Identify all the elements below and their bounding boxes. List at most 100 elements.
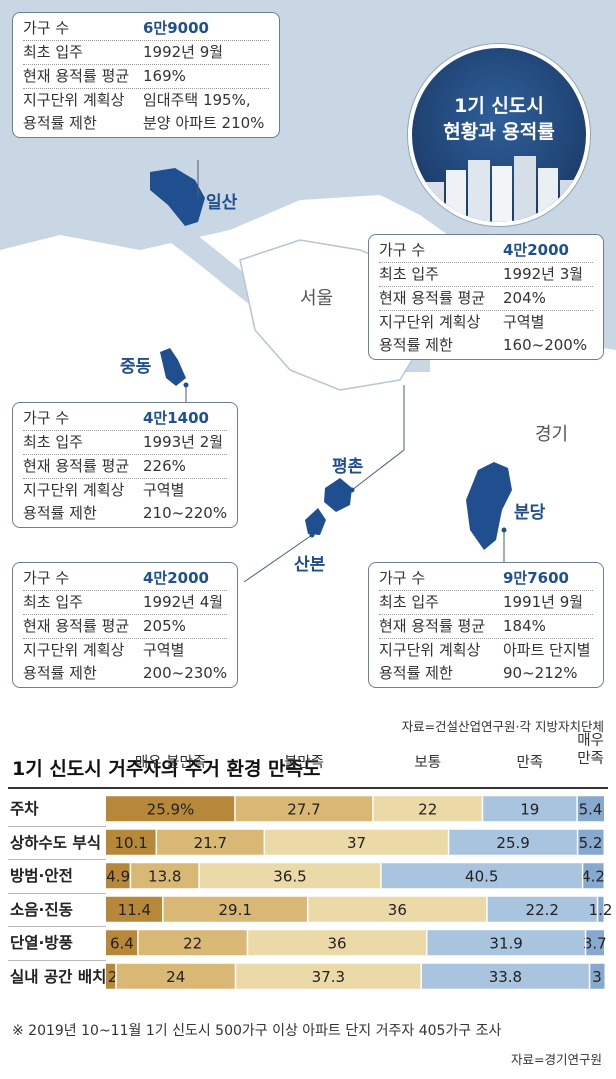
avg-far-label: 현재 용적률 평균 (379, 289, 486, 307)
bar-segment (589, 963, 605, 989)
bar-value-label: 29.1 (219, 901, 252, 919)
dot-jungdong (183, 382, 189, 388)
ilsan-shape (150, 168, 205, 226)
dot-sanbon (309, 532, 315, 538)
avg-far-value: 226% (143, 457, 186, 475)
river (0, 150, 430, 373)
bar-value-label: 3.7 (583, 934, 607, 952)
bar-segment (247, 930, 427, 956)
first-move-label: 최초 입주 (23, 43, 83, 61)
bar-segment (597, 896, 604, 922)
bar-value-label: 37.3 (312, 968, 345, 986)
chart-footnote: ※ 2019년 10~11월 1기 신도시 500가구 이상 아파트 단지 거주… (12, 1023, 502, 1039)
info-box-ilsan: 가구 수 6만9000 최초 입주 1992년 9월 현재 용적률 평균 169% 지… (12, 12, 280, 138)
bundang-shape (466, 462, 512, 550)
far-limit-value: 구역별 160~200% (503, 313, 588, 354)
bar-value-label: 27.7 (287, 800, 320, 818)
bar-value-label: 3 (592, 968, 602, 986)
far-limit-value: 구역별 200~230% (143, 641, 228, 682)
row-separator (8, 859, 106, 860)
legend-entry: 만족 (516, 755, 544, 771)
bar-value-label: 5.2 (579, 834, 603, 852)
first-move-value: 1993년 2월 (143, 433, 224, 451)
bar-value-label: 36.5 (273, 867, 306, 885)
bar-value-label: 22.2 (526, 901, 559, 919)
bar-segment (199, 863, 381, 889)
city-label-sanbon: 산본 (294, 555, 326, 575)
bar-value-label: 36 (388, 901, 407, 919)
far-limit-label: 지구단위 계획상 용적률 제한 (23, 481, 125, 522)
bar-segment (162, 896, 308, 922)
bar-segment (234, 796, 373, 822)
households-value: 9만7600 (503, 569, 569, 587)
bar-segment (106, 930, 138, 956)
bar-value-label: 1.2 (589, 901, 613, 919)
category-label: 상하수도 부식 (10, 833, 101, 852)
bar-value-label: 25.9 (496, 834, 529, 852)
bar-segment (106, 896, 163, 922)
first-move-label: 최초 입주 (23, 593, 83, 611)
city-label-pyeongchon: 평촌 (332, 457, 364, 477)
city-label-jungdong: 중동 (120, 357, 152, 377)
pyeongchon-shape (324, 478, 352, 512)
bar-segment (106, 796, 235, 822)
chart-title-rule (8, 787, 608, 789)
bar-segment (448, 829, 578, 855)
chart-source: 자료=경기연구원 (511, 1052, 602, 1067)
bar-value-label: 37 (347, 834, 366, 852)
far-limit-label: 지구단위 계획상 용적률 제한 (23, 641, 125, 682)
category-label: 단열·방풍 (10, 934, 73, 952)
jungdong-shape (160, 348, 186, 386)
row-separator (8, 959, 106, 961)
households-value: 4만1400 (143, 409, 209, 427)
first-move-value: 1992년 4월 (143, 593, 224, 611)
category-label: 실내 공간 배치 (10, 967, 107, 986)
avg-far-value: 169% (143, 67, 186, 85)
bar-segment (137, 930, 248, 956)
first-move-value: 1992년 3월 (503, 265, 584, 283)
city-label-bundang: 분당 (514, 503, 546, 523)
sanbon-shape (305, 508, 326, 535)
dot-pyeongchon (349, 487, 355, 493)
households-value: 6만9000 (143, 19, 209, 37)
bar-segment (482, 796, 578, 822)
leader-pyeongchon (351, 449, 405, 491)
bar-segment (106, 963, 116, 989)
leader-sanbon (243, 534, 313, 583)
bar-value-label: 40.5 (465, 867, 498, 885)
bar-segment (130, 863, 200, 889)
bar-value-label: 4.2 (581, 867, 605, 885)
info-box-jungdong: 가구 수 4만1400 최초 입주 1993년 2월 현재 용적률 평균 226% 지… (12, 402, 238, 528)
bar-value-label: 22 (418, 800, 437, 818)
row-separator (8, 926, 106, 927)
row-separator (8, 892, 106, 894)
bar-segment (106, 863, 131, 889)
region-seoul-label: 서울 (300, 288, 334, 309)
info-box-pyeongchon: 가구 수 4만2000 최초 입주 1992년 3월 현재 용적률 평균 204% 지… (368, 234, 604, 360)
bar-value-label: 36 (328, 934, 347, 952)
info-box-bundang: 가구 수 9만7600 최초 입주 1991년 9월 현재 용적률 평균 184% 지… (368, 562, 604, 688)
map-panel: 1기 신도시 현황과 용적률 서울 경기 일산 중동 평촌 산본 분당 가구 수… (0, 0, 616, 740)
households-value: 4만2000 (143, 569, 209, 587)
avg-far-value: 184% (503, 617, 546, 635)
stacked-bars: 25.9% 27.7 22 19 5.4 10.1 21.7 37 25.9 5.2 4.9 13.8… (106, 796, 613, 989)
category-label: 주차 (10, 800, 39, 818)
households-label: 가구 수 (379, 241, 426, 259)
bar-segment (577, 829, 604, 855)
first-move-value: 1992년 9월 (143, 43, 224, 61)
map-title-badge: 1기 신도시 현황과 용적률 (408, 44, 590, 226)
bar-segment (106, 829, 157, 855)
bar-value-label: 25.9% (147, 800, 195, 818)
bar-segment (577, 796, 604, 822)
legend-entry: 매우 불만족 (134, 755, 207, 771)
bar-value-label: 5.4 (579, 800, 603, 818)
bar-segment (426, 930, 586, 956)
bar-segment (582, 863, 604, 889)
bar-value-label: 22 (183, 934, 202, 952)
far-limit-label: 지구단위 계획상 용적률 제한 (379, 313, 481, 354)
far-limit-value: 임대주택 195%, 분양 아파트 210% (143, 91, 265, 132)
dot-ilsan (195, 197, 201, 203)
households-label: 가구 수 (23, 19, 70, 37)
info-box-sanbon: 가구 수 4만2000 최초 입주 1992년 4월 현재 용적률 평균 205% 지… (12, 562, 238, 688)
city-label-ilsan: 일산 (206, 193, 238, 213)
